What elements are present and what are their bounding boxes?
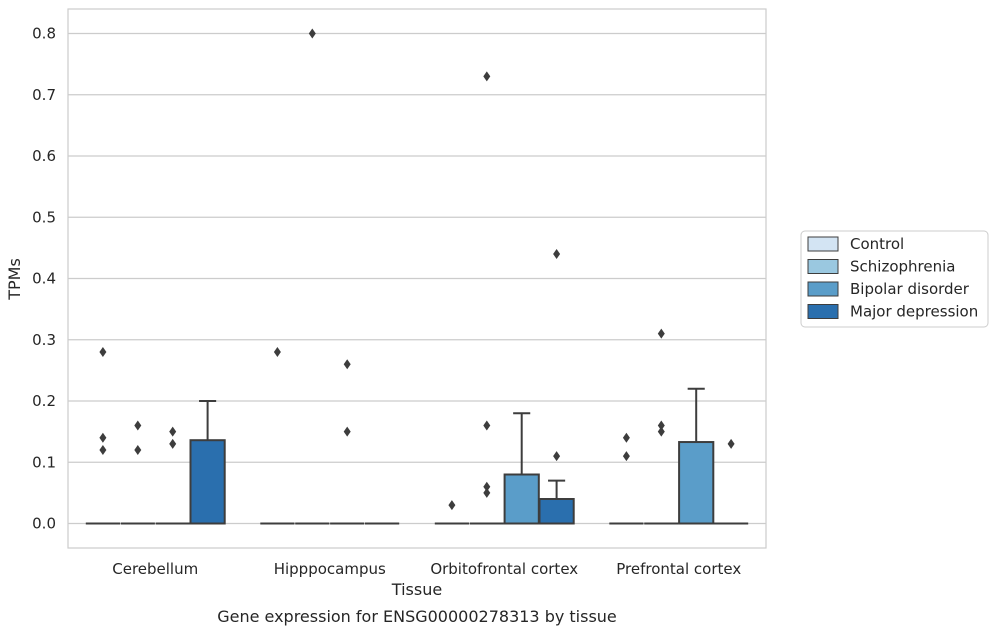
- outlier-point: [343, 426, 351, 437]
- y-tick-label: 0.8: [32, 25, 56, 43]
- x-tick-label: Cerebellum: [112, 560, 198, 578]
- outlier-point: [273, 347, 281, 357]
- y-axis-label: TPMs: [5, 258, 24, 301]
- legend-frame: [800, 230, 989, 328]
- box-bipolar-disorder: [330, 359, 365, 525]
- outlier-point: [99, 445, 107, 455]
- x-axis-label: Tissue: [391, 580, 442, 599]
- box-major-depression: [538, 249, 575, 525]
- outlier-point: [622, 432, 630, 443]
- x-tick-labels: Cerebellum Hipppocampus Orbitofrontal cort…: [112, 560, 741, 578]
- y-tick-label: 0.0: [32, 515, 56, 533]
- box-control: [260, 347, 295, 525]
- box-control: [609, 432, 644, 525]
- box-body: [678, 441, 715, 525]
- outlier-point: [657, 328, 665, 339]
- box-body: [189, 439, 226, 525]
- box-major-depression: [189, 400, 226, 525]
- plot-frame: [67, 8, 767, 549]
- y-tick-label: 0.2: [32, 392, 56, 410]
- outlier-point: [99, 347, 107, 357]
- outlier-point: [657, 426, 665, 437]
- outlier-point: [483, 420, 491, 431]
- outlier-point: [553, 249, 561, 259]
- legend-label: Schizophrenia: [850, 258, 955, 276]
- box-schizophrenia: [644, 328, 679, 525]
- box-schizophrenia: [295, 28, 330, 525]
- legend-swatch: [807, 304, 839, 319]
- box-bipolar-disorder: [678, 387, 715, 525]
- outlier-point: [727, 438, 735, 449]
- legend-label: Major depression: [850, 303, 978, 321]
- y-tick-labels: 0.0 0.1 0.2 0.3 0.4 0.5 0.6 0.7 0.8: [32, 25, 56, 533]
- box-control: [434, 500, 470, 525]
- box-schizophrenia: [469, 71, 504, 525]
- chart-caption: Gene expression for ENSG00000278313 by t…: [217, 607, 617, 626]
- y-tick-label: 0.4: [32, 270, 56, 288]
- box-bipolar-disorder: [155, 426, 190, 525]
- box-body: [538, 498, 575, 525]
- outlier-point: [343, 359, 351, 370]
- outlier-point: [483, 487, 491, 498]
- outlier-point: [99, 432, 107, 443]
- outlier-point: [622, 451, 630, 462]
- box-major-depression: [713, 438, 749, 525]
- legend-swatch: [807, 281, 839, 297]
- y-tick-label: 0.5: [32, 208, 56, 226]
- box-body: [503, 473, 540, 525]
- outlier-point: [483, 71, 491, 82]
- legend-label: Bipolar disorder: [850, 280, 970, 298]
- outlier-point: [657, 420, 665, 431]
- outlier-point: [169, 426, 177, 437]
- legend: Control Schizophrenia Bipolar disorder Majo…: [800, 230, 989, 328]
- x-tick-label: Prefrontal cortex: [616, 560, 741, 578]
- box-schizophrenia: [120, 420, 155, 525]
- box-bipolar-disorder: [503, 412, 540, 525]
- plot-marks: [85, 28, 749, 525]
- x-tick-label: Hipppocampus: [274, 560, 386, 578]
- x-tick-label: Orbitofrontal cortex: [430, 560, 578, 578]
- grid-lines: [68, 32, 766, 525]
- outlier-point: [169, 438, 177, 449]
- legend-swatch: [807, 236, 839, 252]
- outlier-point: [308, 28, 316, 39]
- outlier-point: [483, 481, 491, 492]
- y-tick-label: 0.7: [32, 86, 56, 104]
- legend-swatch: [807, 259, 839, 274]
- y-tick-label: 0.6: [32, 147, 56, 165]
- box-control: [85, 347, 121, 525]
- outlier-point: [134, 445, 142, 455]
- outlier-point: [553, 451, 561, 462]
- outlier-point: [448, 500, 456, 511]
- outlier-point: [134, 420, 142, 431]
- y-tick-label: 0.1: [32, 453, 56, 471]
- y-tick-label: 0.3: [32, 331, 56, 349]
- legend-label: Control: [850, 235, 904, 253]
